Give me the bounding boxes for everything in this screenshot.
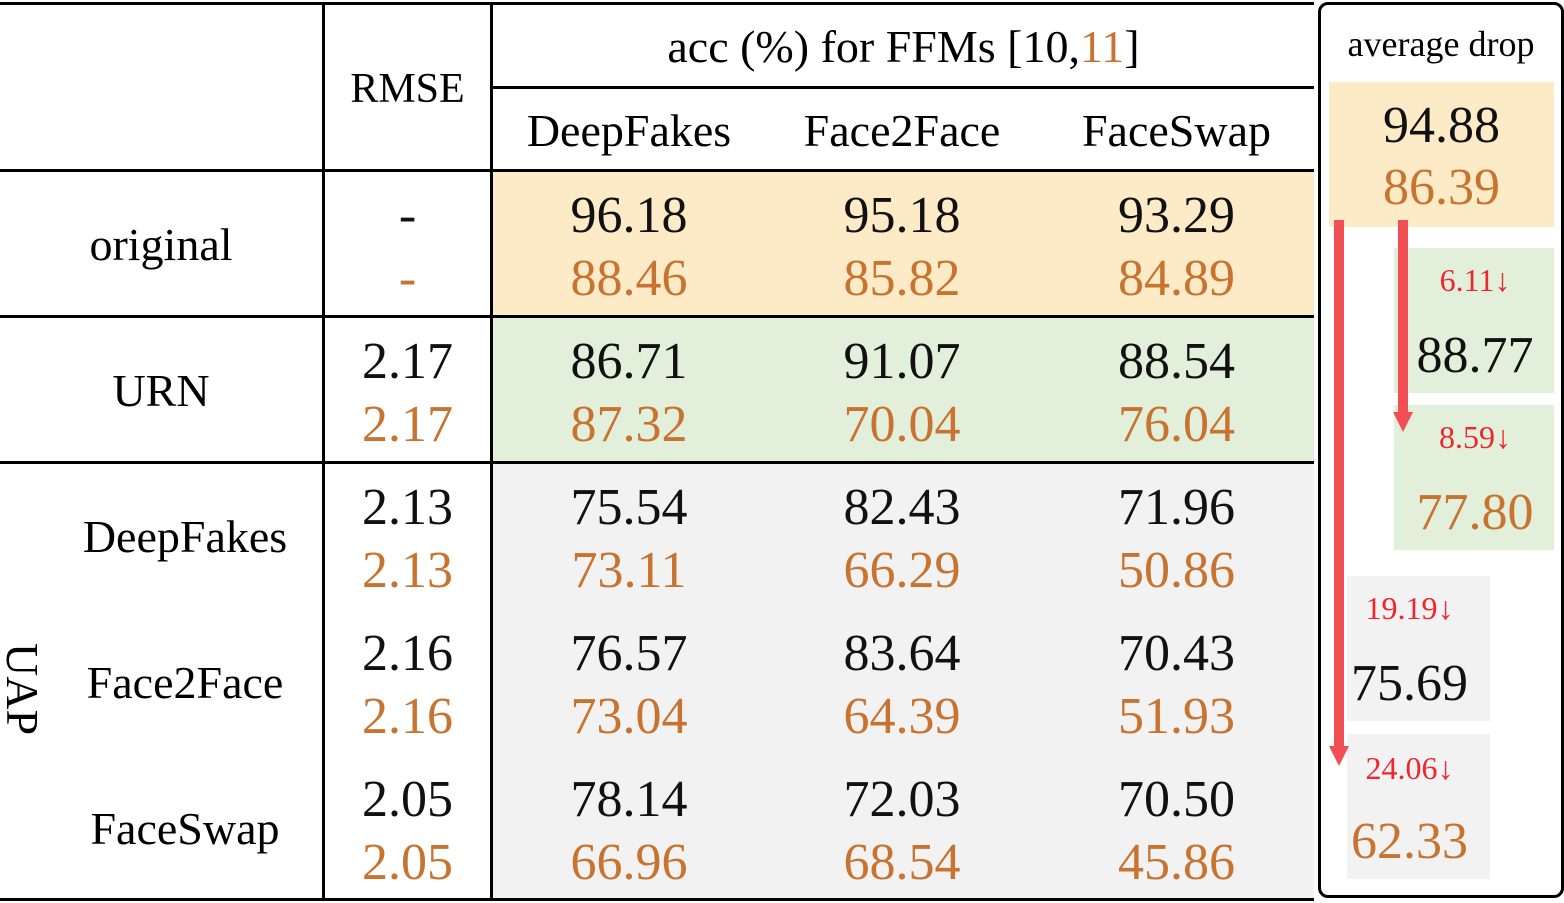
- average-urn-bg-2: [1394, 405, 1554, 550]
- rmse-original-2: -: [398, 250, 417, 307]
- acc-urn-deepfakes-2: 87.32: [570, 396, 688, 453]
- original-rule: [0, 315, 1314, 318]
- acc-original-face2face-2: 85.82: [843, 250, 961, 307]
- top-rule: [0, 2, 1314, 5]
- acc-uap-faceswap-faceswap-2: 45.86: [1118, 834, 1235, 891]
- uap-arrow-head: [1329, 746, 1349, 766]
- urn-row-bg: [493, 317, 1314, 462]
- header-rule: [0, 169, 1314, 172]
- acc-original-faceswap-2: 84.89: [1118, 250, 1235, 307]
- acc-uap-face2face-deepfakes: 76.57: [570, 625, 688, 682]
- average-urn-drop-2: 8.59↓: [1439, 419, 1511, 455]
- urn-arrow-head: [1393, 412, 1413, 432]
- average-original-bg: [1329, 82, 1554, 227]
- row-label-original: original: [89, 219, 233, 270]
- average-uap-value-2: 62.33: [1351, 813, 1468, 870]
- acc-uap-faceswap-deepfakes: 78.14: [570, 771, 688, 828]
- column-header-deepfakes: DeepFakes: [526, 105, 732, 156]
- uap-group-label: UAP: [0, 643, 48, 736]
- average-drop-panel: [1318, 2, 1564, 898]
- rmse-uap-face2face: 2.16: [362, 625, 453, 682]
- rmse-uap-faceswap-2: 2.05: [362, 834, 453, 891]
- rmse-header: RMSE: [350, 66, 465, 112]
- acc-urn-face2face-2: 70.04: [843, 396, 961, 453]
- acc-original-deepfakes: 96.18: [570, 187, 688, 244]
- average-urn-value-2: 77.80: [1416, 484, 1534, 541]
- average-urn-value-1: 88.77: [1416, 327, 1534, 384]
- average-original-2: 86.39: [1383, 159, 1500, 216]
- urn-arrow-line: [1398, 220, 1408, 415]
- average-uap-bg-2: [1347, 734, 1490, 879]
- acc-uap-deepfakes-face2face: 82.43: [843, 479, 961, 536]
- urn-rule: [0, 461, 1314, 464]
- acc-original-face2face: 95.18: [843, 187, 961, 244]
- acc-urn-faceswap-2: 76.04: [1118, 396, 1235, 453]
- acc-uap-faceswap-face2face-2: 68.54: [843, 834, 961, 891]
- acc-header-prefix: acc (%) for FFMs [10,: [667, 21, 1080, 72]
- acc-uap-faceswap-deepfakes-2: 66.96: [570, 834, 688, 891]
- acc-uap-face2face-faceswap: 70.43: [1118, 625, 1235, 682]
- acc-uap-deepfakes-faceswap: 71.96: [1118, 479, 1235, 536]
- acc-uap-face2face-deepfakes-2: 73.04: [570, 688, 688, 745]
- row-label-faceswap: FaceSwap: [90, 803, 280, 854]
- average-uap-bg-1: [1347, 576, 1490, 721]
- acc-urn-faceswap: 88.54: [1118, 333, 1235, 390]
- acc-original-deepfakes-2: 88.46: [570, 250, 688, 307]
- acc-urn-face2face: 91.07: [843, 333, 961, 390]
- rmse-urn-2: 2.17: [362, 396, 453, 453]
- acc-uap-deepfakes-deepfakes-2: 73.11: [571, 542, 687, 599]
- row-label-urn: URN: [112, 365, 210, 416]
- subheader-rule: [493, 86, 1314, 89]
- rmse-uap-faceswap: 2.05: [362, 771, 453, 828]
- acc-original-faceswap: 93.29: [1118, 187, 1235, 244]
- average-original: 94.88: [1383, 97, 1500, 154]
- uap-rows-bg: [493, 463, 1314, 899]
- acc-uap-deepfakes-deepfakes: 75.54: [570, 479, 688, 536]
- uap-arrow-line: [1334, 220, 1344, 750]
- acc-uap-face2face-faceswap-2: 51.93: [1118, 688, 1235, 745]
- bottom-rule: [0, 898, 1314, 901]
- column-header-face2face: Face2Face: [803, 105, 1001, 156]
- row-label-deepfakes: DeepFakes: [82, 511, 288, 562]
- acc-uap-faceswap-faceswap: 70.50: [1118, 771, 1235, 828]
- average-drop-header: average drop: [1347, 24, 1535, 64]
- acc-uap-face2face-face2face-2: 64.39: [843, 688, 961, 745]
- average-uap-drop-2: 24.06↓: [1365, 750, 1454, 786]
- acc-urn-deepfakes: 86.71: [570, 333, 688, 390]
- rmse-divider: [490, 2, 493, 901]
- rmse-original: -: [398, 187, 417, 244]
- rmse-urn: 2.17: [362, 333, 453, 390]
- average-urn-drop-1: 6.11↓: [1439, 262, 1511, 298]
- average-uap-drop-1: 19.19↓: [1365, 590, 1454, 626]
- acc-header-ref: 11: [1080, 21, 1125, 72]
- original-row-bg: [493, 171, 1314, 316]
- acc-uap-deepfakes-face2face-2: 66.29: [843, 542, 961, 599]
- average-uap-value-1: 75.69: [1351, 655, 1468, 712]
- acc-uap-deepfakes-faceswap-2: 50.86: [1118, 542, 1235, 599]
- acc-header-suffix: ]: [1124, 21, 1140, 72]
- acc-uap-face2face-face2face: 83.64: [843, 625, 961, 682]
- acc-uap-faceswap-face2face: 72.03: [843, 771, 961, 828]
- rmse-uap-deepfakes: 2.13: [362, 479, 453, 536]
- row-label-face2face: Face2Face: [86, 657, 284, 708]
- rmse-uap-face2face-2: 2.16: [362, 688, 453, 745]
- acc-header: acc (%) for FFMs [10,11]: [493, 24, 1314, 70]
- average-urn-bg-1: [1394, 248, 1554, 393]
- rmse-uap-deepfakes-2: 2.13: [362, 542, 453, 599]
- label-divider: [322, 2, 325, 901]
- column-header-faceswap: FaceSwap: [1081, 105, 1272, 156]
